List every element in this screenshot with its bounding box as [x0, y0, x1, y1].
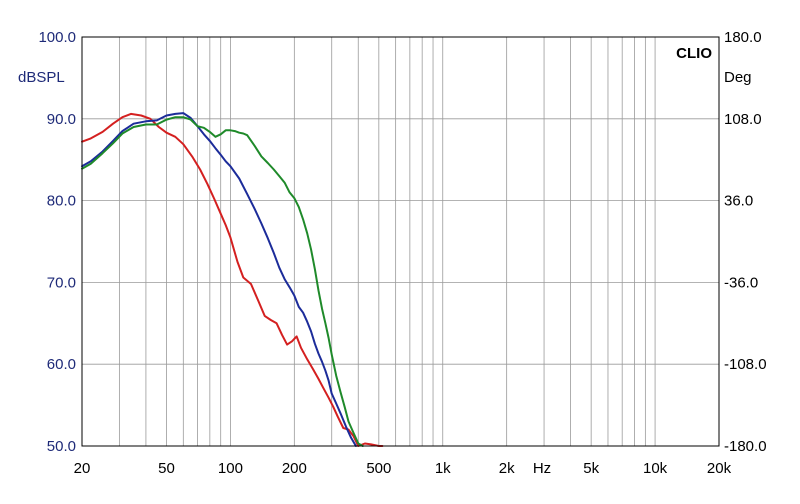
clio-brand-label: CLIO: [676, 45, 712, 62]
y-tick-label-right: -180.0: [724, 438, 767, 455]
x-tick-label: 50: [158, 460, 175, 477]
series-line-3: [81, 116, 364, 447]
x-tick-label: 10k: [643, 460, 668, 477]
y-tick-label-right: -36.0: [724, 274, 758, 291]
y-axis-label-right: Deg: [724, 69, 752, 86]
series-layer: [81, 112, 384, 447]
y-tick-label-left: 50.0: [47, 438, 76, 455]
x-tick-label: 1k: [435, 460, 451, 477]
y-tick-label-right: -108.0: [724, 356, 767, 373]
series-line-1: [81, 112, 384, 447]
right-axis-tick-labels: 180.0 108.0 36.0 -36.0 -108.0 -180.0: [724, 29, 767, 455]
x-axis-unit-label: Hz: [533, 460, 551, 477]
y-tick-label-right: 180.0: [724, 29, 762, 46]
x-tick-label: 200: [282, 460, 307, 477]
x-tick-label: 20k: [707, 460, 732, 477]
y-tick-label-right: 108.0: [724, 111, 762, 128]
x-axis-tick-labels: 20 50 100 200 500 1k 2k 5k 10k 20k: [74, 460, 732, 477]
x-tick-label: 500: [366, 460, 391, 477]
plot-frame: [81, 36, 720, 447]
y-axis-label-left: dBSPL: [18, 69, 65, 86]
x-tick-label: 5k: [583, 460, 599, 477]
x-tick-label: 2k: [499, 460, 515, 477]
y-tick-label-right: 36.0: [724, 193, 753, 210]
y-tick-label-left: 80.0: [47, 193, 76, 210]
y-tick-label-left: 90.0: [47, 111, 76, 128]
y-tick-label-left: 70.0: [47, 274, 76, 291]
x-tick-label: 20: [74, 460, 91, 477]
series-line-2: [81, 112, 357, 447]
left-axis-tick-labels: 100.0 90.0 80.0 70.0 60.0 50.0: [38, 29, 76, 455]
vertical-gridlines: [81, 37, 720, 446]
y-tick-label-left: 100.0: [38, 29, 76, 46]
y-tick-label-left: 60.0: [47, 356, 76, 373]
x-tick-label: 100: [218, 460, 243, 477]
